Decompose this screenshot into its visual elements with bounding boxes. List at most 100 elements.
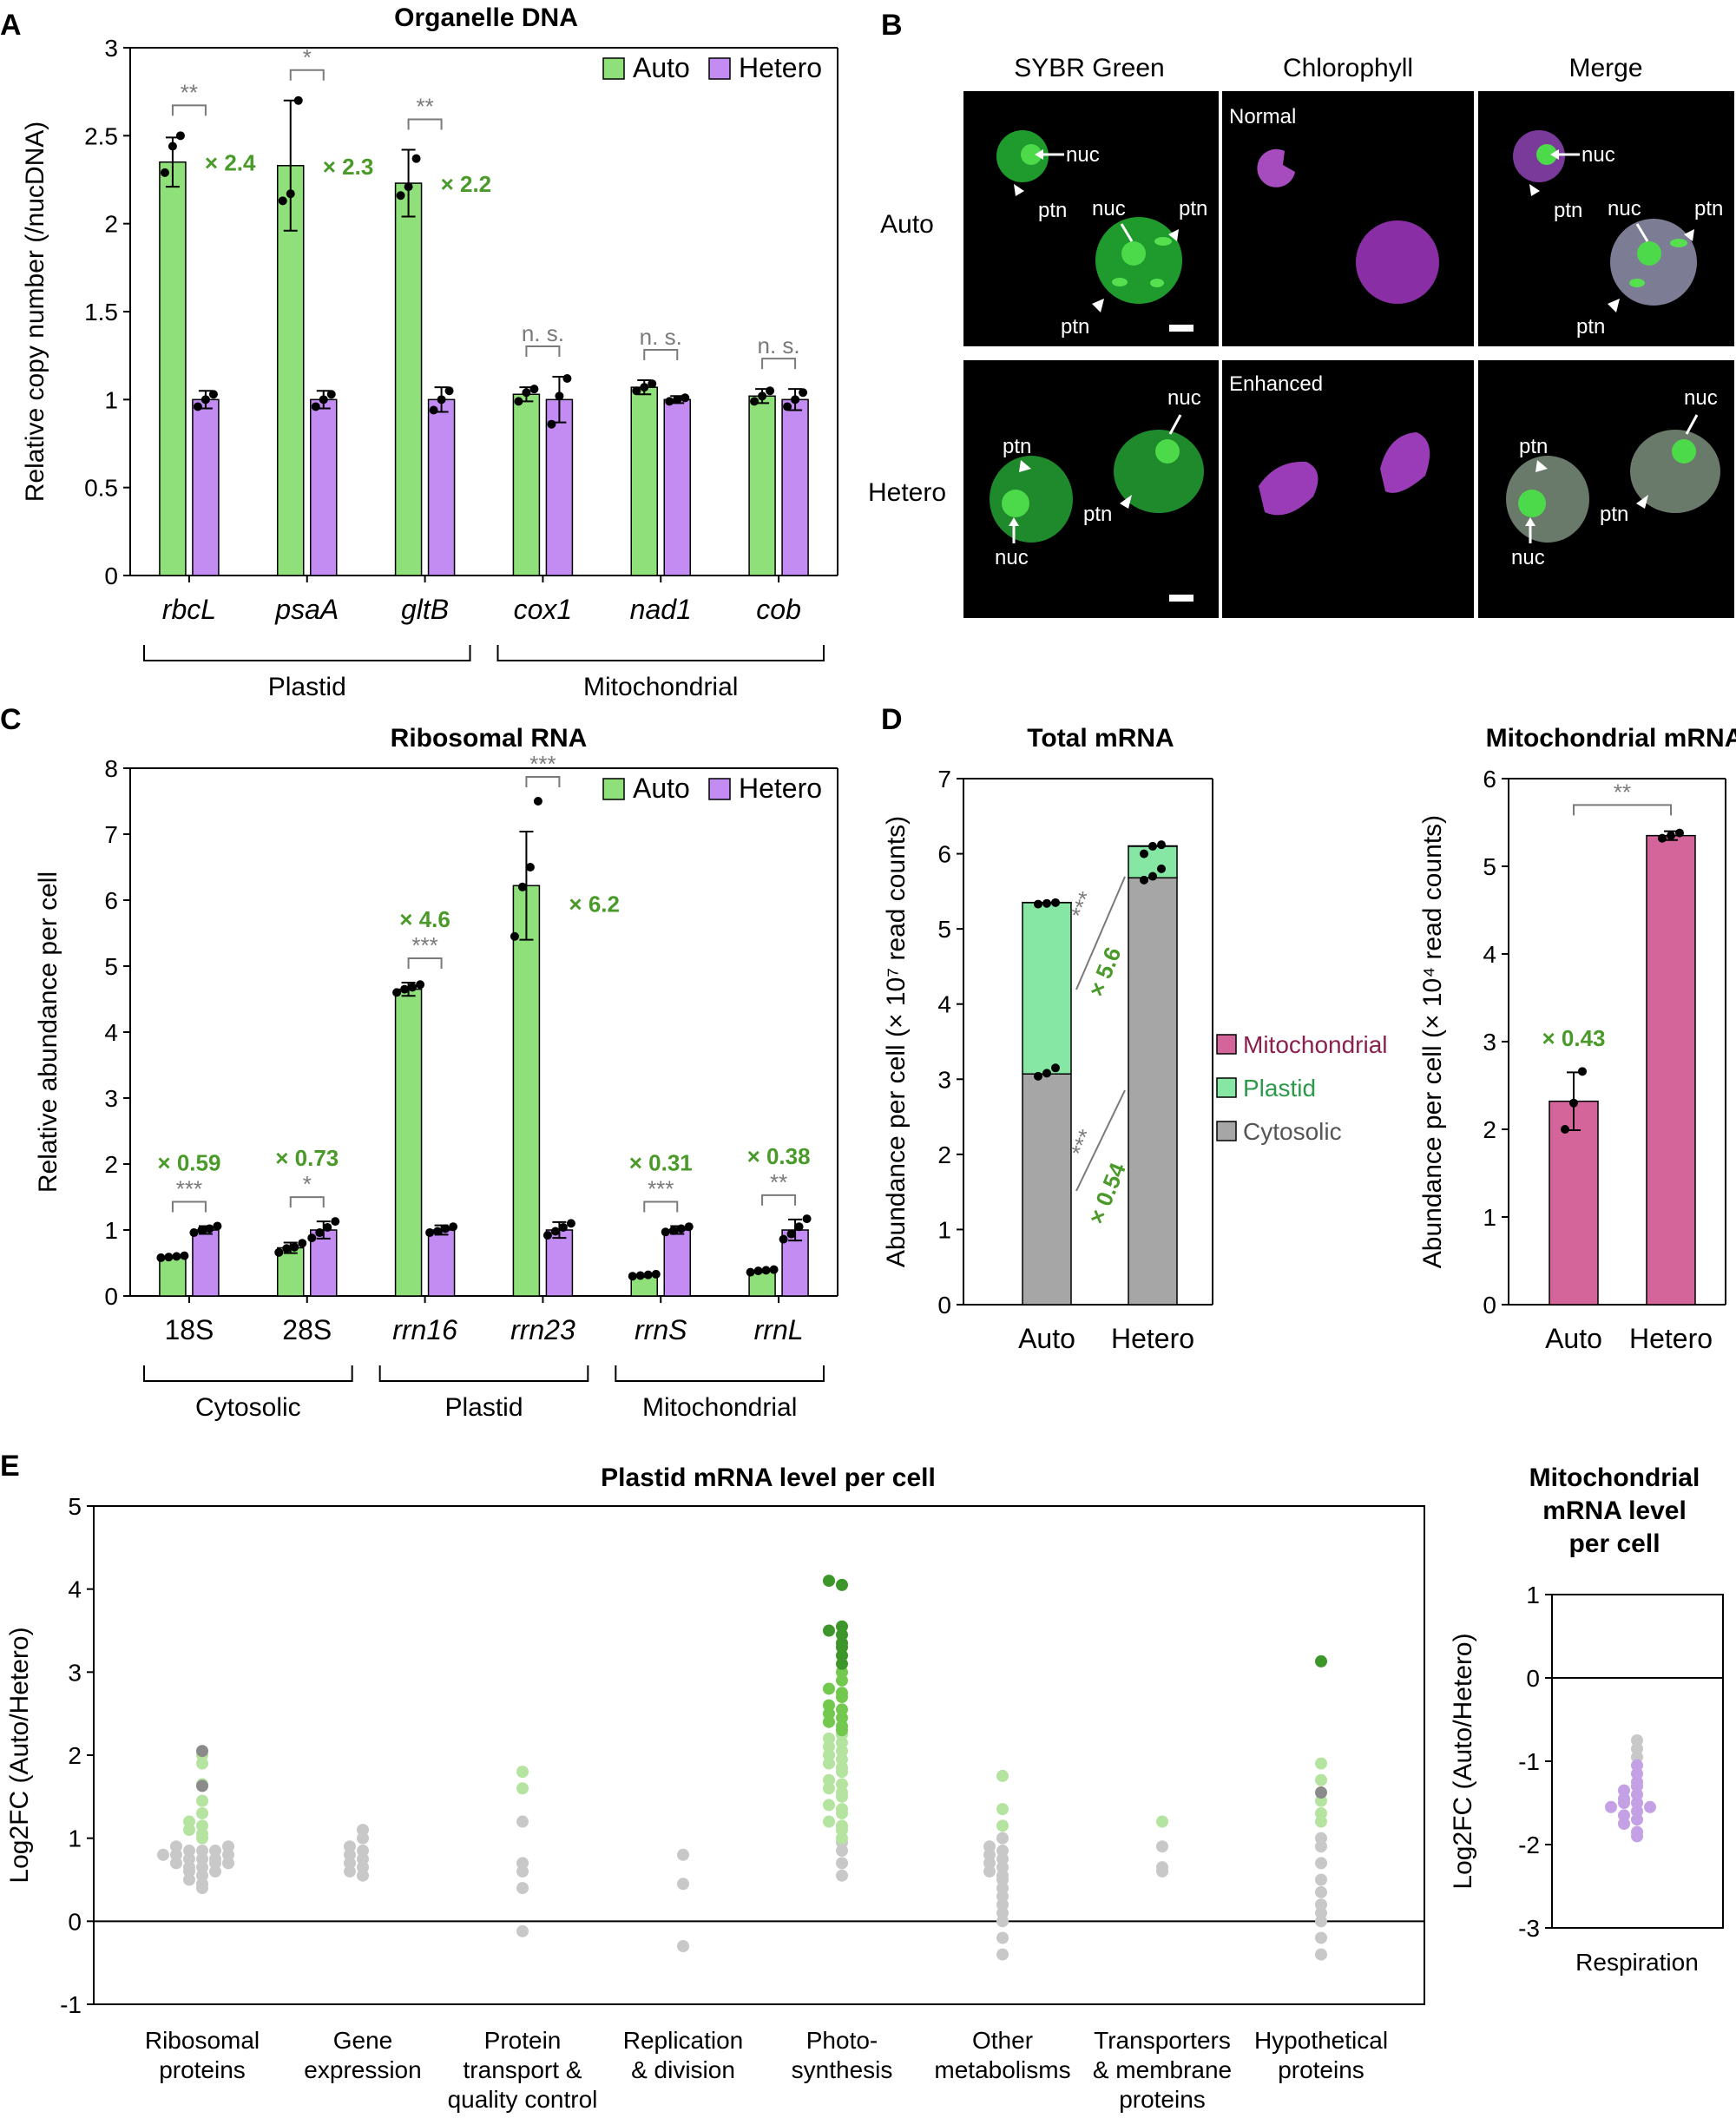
gene-point bbox=[1605, 1800, 1617, 1813]
data-point bbox=[661, 1227, 670, 1237]
chart-title: Ribosomal RNA bbox=[391, 724, 588, 753]
data-point bbox=[213, 1221, 222, 1231]
significance-bracket bbox=[289, 1196, 325, 1208]
group-bracket bbox=[615, 1365, 825, 1382]
nucleus-shape bbox=[1536, 144, 1557, 165]
category-label: & membrane bbox=[1093, 2056, 1232, 2083]
significance-label: *** bbox=[529, 751, 556, 777]
data-point bbox=[274, 1247, 284, 1257]
significance-bracket bbox=[1573, 804, 1672, 816]
nucleus-shape bbox=[1021, 144, 1042, 165]
fold-change-label: × 6.2 bbox=[569, 891, 620, 917]
data-point bbox=[766, 386, 775, 396]
bar-hetero bbox=[427, 1229, 456, 1297]
data-point bbox=[164, 1253, 174, 1262]
gene-point bbox=[1631, 1813, 1643, 1826]
group-label: Cytosolic bbox=[195, 1393, 301, 1422]
gene-point bbox=[183, 1861, 195, 1874]
gene-point bbox=[1631, 1788, 1643, 1801]
gene-point bbox=[983, 1848, 996, 1861]
cell-shape bbox=[1630, 430, 1720, 513]
nuc-arrow bbox=[1685, 414, 1699, 435]
gene-point bbox=[677, 1878, 689, 1891]
y-tick-label: 0 bbox=[937, 1292, 951, 1319]
arrow-head-icon bbox=[1035, 149, 1043, 160]
y-tick-label: 1 bbox=[937, 1216, 951, 1243]
gene-point bbox=[344, 1865, 356, 1878]
ptn-label: ptn bbox=[1576, 315, 1605, 339]
significance-label: * bbox=[303, 44, 312, 70]
comparison-line bbox=[1075, 876, 1126, 990]
gene-point bbox=[836, 1753, 848, 1766]
gene-point bbox=[516, 1857, 529, 1870]
category-label: synthesis bbox=[792, 2056, 893, 2083]
microscopy-panel: SYBR Green Chlorophyll Merge Auto Hetero… bbox=[868, 54, 1734, 618]
legend-label-hetero: Hetero bbox=[739, 52, 822, 83]
gene-point bbox=[996, 1832, 1009, 1845]
gene-point bbox=[836, 1857, 848, 1870]
nucleoid-shape bbox=[1154, 237, 1172, 246]
gene-point bbox=[170, 1848, 182, 1861]
data-point bbox=[156, 1253, 166, 1262]
gene-point bbox=[996, 1803, 1009, 1816]
gene-point bbox=[996, 1931, 1009, 1944]
x-tick-label: rrn23 bbox=[510, 1314, 575, 1345]
bar-auto bbox=[394, 182, 423, 576]
fold-change-label: × 2.2 bbox=[441, 171, 492, 197]
x-tick-label: rrn16 bbox=[392, 1314, 457, 1345]
y-tick-label: 3 bbox=[937, 1066, 951, 1093]
group-bracket bbox=[143, 645, 471, 661]
ptn-label: ptn bbox=[1061, 315, 1089, 339]
bar-hetero bbox=[781, 398, 809, 576]
gene-point bbox=[196, 1819, 208, 1832]
arrow-head-icon bbox=[1009, 517, 1019, 526]
gene-point bbox=[344, 1848, 356, 1861]
gene-point bbox=[209, 1865, 221, 1878]
gene-point bbox=[1315, 1885, 1327, 1898]
data-point bbox=[753, 1266, 763, 1276]
gene-point bbox=[196, 1779, 208, 1792]
data-point bbox=[282, 1244, 292, 1253]
data-point bbox=[1042, 898, 1051, 908]
data-point bbox=[437, 395, 446, 405]
gene-point bbox=[836, 1761, 848, 1774]
y-tick-label: 7 bbox=[937, 766, 951, 793]
data-point bbox=[517, 882, 527, 891]
y-tick-label: 0.5 bbox=[84, 475, 118, 502]
data-point bbox=[681, 393, 690, 403]
data-point bbox=[392, 988, 402, 997]
nucleus-shape bbox=[1518, 490, 1546, 517]
data-point bbox=[802, 1214, 812, 1224]
legend-swatch-auto bbox=[602, 57, 625, 80]
y-tick-label: 4 bbox=[937, 991, 951, 1018]
bar-hetero bbox=[545, 1229, 574, 1297]
gene-point bbox=[1315, 1815, 1327, 1828]
gene-point bbox=[1156, 1840, 1168, 1853]
bar-hetero bbox=[663, 1229, 691, 1297]
y-axis-label: Log2FC (Auto/Hetero) bbox=[1449, 1633, 1477, 1889]
data-point bbox=[1667, 831, 1675, 840]
gene-point bbox=[196, 1845, 208, 1858]
y-tick-label: -1 bbox=[1518, 1748, 1540, 1775]
fold-change-label: × 0.73 bbox=[275, 1145, 339, 1171]
gene-point bbox=[983, 1865, 996, 1878]
gene-point bbox=[836, 1803, 848, 1816]
data-point bbox=[1569, 1098, 1578, 1108]
group-label: Plastid bbox=[444, 1393, 523, 1422]
significance-bracket bbox=[525, 345, 561, 357]
chart-title: Mitochondrial bbox=[1529, 1464, 1700, 1492]
bar-hetero bbox=[192, 1229, 220, 1297]
data-point bbox=[404, 182, 413, 192]
ptn-label: ptn bbox=[1179, 197, 1207, 220]
data-point bbox=[180, 1251, 189, 1260]
y-tick-label: 6 bbox=[1483, 766, 1496, 793]
data-point bbox=[791, 395, 800, 405]
y-tick-label: 2 bbox=[104, 211, 118, 238]
gene-point bbox=[196, 1827, 208, 1840]
significance-label: * bbox=[303, 1171, 312, 1197]
nuc-label: nuc bbox=[1511, 546, 1545, 569]
gene-point bbox=[1618, 1818, 1630, 1830]
bar-mitochondrial bbox=[1549, 1100, 1599, 1306]
legend-label: Mitochondrial bbox=[1243, 1031, 1388, 1058]
nuc-arrow bbox=[1120, 223, 1134, 242]
